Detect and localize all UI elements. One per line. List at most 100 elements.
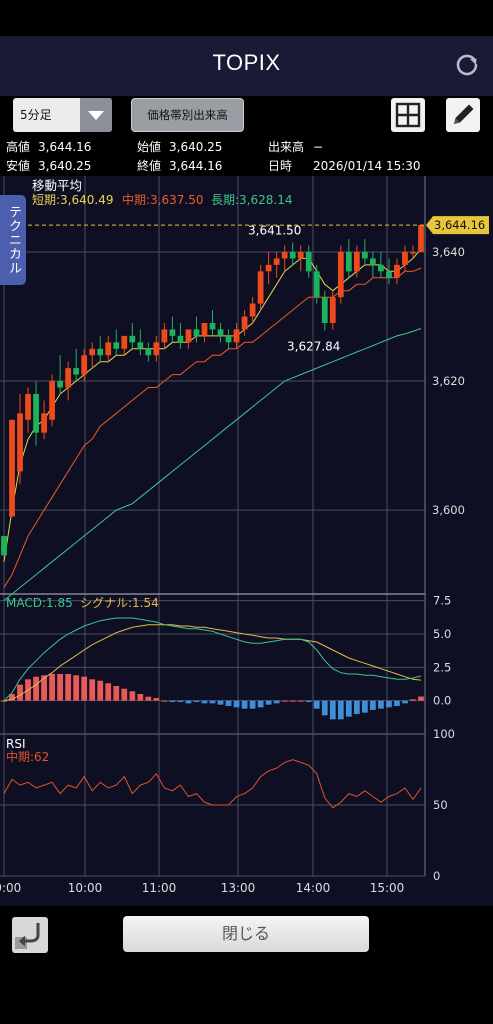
- candle: [369, 258, 376, 265]
- macd-histogram-bar: [89, 679, 96, 701]
- candle: [418, 225, 424, 252]
- candle: [33, 393, 39, 433]
- candle: [193, 329, 200, 336]
- candle: [281, 251, 288, 259]
- low-annotation: 3,627.84: [287, 339, 340, 353]
- macd-histogram-bar: [378, 700, 384, 709]
- close-button[interactable]: 閉じる: [123, 916, 369, 952]
- status-bar: [0, 0, 493, 36]
- stock-chart[interactable]: 3,600 3,620 3,640 0.0 2.5 5.0 7.5 0 50 100 3,644.1…: [0, 176, 493, 906]
- candle: [201, 322, 208, 336]
- price-tick-label: 3,640: [432, 245, 465, 259]
- chevron-down-icon: [80, 98, 112, 132]
- rsi-tick-label: 50: [433, 798, 448, 812]
- rsi-tick-label: 0: [433, 869, 440, 883]
- macd-histogram-bar: [257, 700, 264, 708]
- candle: [321, 297, 328, 323]
- candle: [25, 393, 31, 420]
- macd-histogram-bar: [386, 700, 392, 708]
- candle: [137, 342, 144, 349]
- technical-tab[interactable]: テクニカル: [0, 195, 26, 285]
- candle: [225, 335, 232, 343]
- macd-histogram-bar: [81, 676, 88, 701]
- rsi-title: RSI: [6, 737, 26, 751]
- macd-histogram-bar: [418, 696, 424, 701]
- candle: [345, 251, 352, 272]
- macd-histogram-bar: [225, 700, 232, 706]
- candle: [394, 264, 400, 278]
- macd-histogram-bar: [201, 700, 208, 704]
- signal-legend: シグナル:1.54: [80, 596, 159, 610]
- macd-histogram-bar: [289, 700, 296, 702]
- candle: [313, 271, 320, 298]
- draw-button[interactable]: [446, 98, 480, 132]
- volume-profile-button[interactable]: 価格帯別出来高: [131, 98, 244, 132]
- interval-select[interactable]: 5分足: [13, 98, 112, 132]
- macd-histogram-bar: [281, 700, 288, 702]
- candle: [241, 316, 248, 330]
- macd-tick-label: 5.0: [433, 627, 451, 641]
- macd-histogram-bar: [129, 691, 136, 701]
- time-tick-label: 09:00: [0, 881, 21, 895]
- macd-tick-label: 0.0: [433, 694, 451, 708]
- candle: [41, 413, 47, 433]
- page-title: TOPIX: [212, 50, 281, 75]
- time-value: 2026/01/14 15:30: [313, 159, 421, 173]
- candle: [410, 251, 416, 254]
- refresh-icon[interactable]: [454, 52, 480, 78]
- close-label: 終値: [137, 159, 162, 173]
- macd-histogram-bar: [345, 700, 352, 717]
- layout-grid-button[interactable]: [391, 98, 425, 132]
- pencil-icon: [454, 104, 474, 124]
- macd-histogram-bar: [73, 675, 80, 701]
- macd-histogram-bar: [177, 700, 184, 702]
- macd-histogram-bar: [402, 700, 408, 704]
- macd-histogram-bar: [209, 700, 216, 704]
- macd-histogram-bar: [121, 688, 128, 701]
- candle: [129, 335, 136, 343]
- macd-histogram-bar: [137, 694, 144, 701]
- macd-histogram-bar: [329, 700, 336, 720]
- rsi-tick-label: 100: [433, 727, 455, 741]
- time-tick-label: 14:00: [296, 881, 331, 895]
- macd-histogram-bar: [394, 700, 400, 706]
- macd-legend: MACD:1.85: [6, 596, 73, 610]
- candle: [1, 535, 7, 556]
- macd-histogram-bar: [57, 674, 64, 701]
- candle: [297, 251, 304, 259]
- macd-tick-label: 7.5: [433, 594, 451, 608]
- header-bar: TOPIX: [0, 36, 493, 96]
- macd-histogram-bar: [265, 700, 272, 705]
- back-arrow-icon[interactable]: [12, 917, 48, 953]
- ma-mid-line: [3, 267, 422, 588]
- macd-histogram-bar: [169, 700, 176, 702]
- candle: [73, 368, 80, 375]
- ma-title: 移動平均: [32, 178, 82, 193]
- macd-histogram-bar: [161, 700, 168, 702]
- macd-histogram-bar: [145, 696, 152, 701]
- close-value: 3,644.16: [169, 159, 223, 173]
- low-value: 3,640.25: [38, 159, 92, 173]
- candle: [89, 348, 96, 356]
- ma-short-line: [3, 248, 422, 562]
- last-price-label: 3,644.16: [434, 218, 485, 232]
- candle: [353, 251, 360, 272]
- candle: [233, 329, 240, 343]
- rsi-line: [3, 759, 422, 809]
- candle: [217, 329, 224, 336]
- open-label: 始値: [137, 140, 162, 154]
- candle: [57, 381, 64, 388]
- chart-area[interactable]: 3,600 3,620 3,640 0.0 2.5 5.0 7.5 0 50 100 3,644.1…: [0, 176, 493, 906]
- ma-legend-2: 長期:3,628.14: [211, 193, 292, 207]
- candle: [386, 271, 392, 278]
- candle: [105, 342, 112, 356]
- high-annotation: 3,641.50: [248, 223, 301, 237]
- price-tick-label: 3,600: [432, 503, 465, 517]
- candle: [17, 413, 23, 472]
- ma-legend-1: 中期:3,637.50: [122, 192, 203, 207]
- macd-histogram-bar: [217, 700, 224, 705]
- candle: [402, 251, 408, 265]
- macd-histogram-bar: [241, 700, 248, 709]
- macd-histogram-bar: [1, 700, 7, 702]
- macd-histogram-bar: [41, 675, 47, 701]
